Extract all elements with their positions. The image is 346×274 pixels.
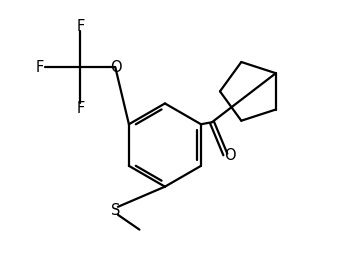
Text: F: F xyxy=(76,19,84,34)
Text: S: S xyxy=(111,203,120,218)
Text: O: O xyxy=(224,148,236,163)
Text: F: F xyxy=(77,101,85,116)
Text: O: O xyxy=(110,60,122,75)
Text: F: F xyxy=(36,60,44,75)
